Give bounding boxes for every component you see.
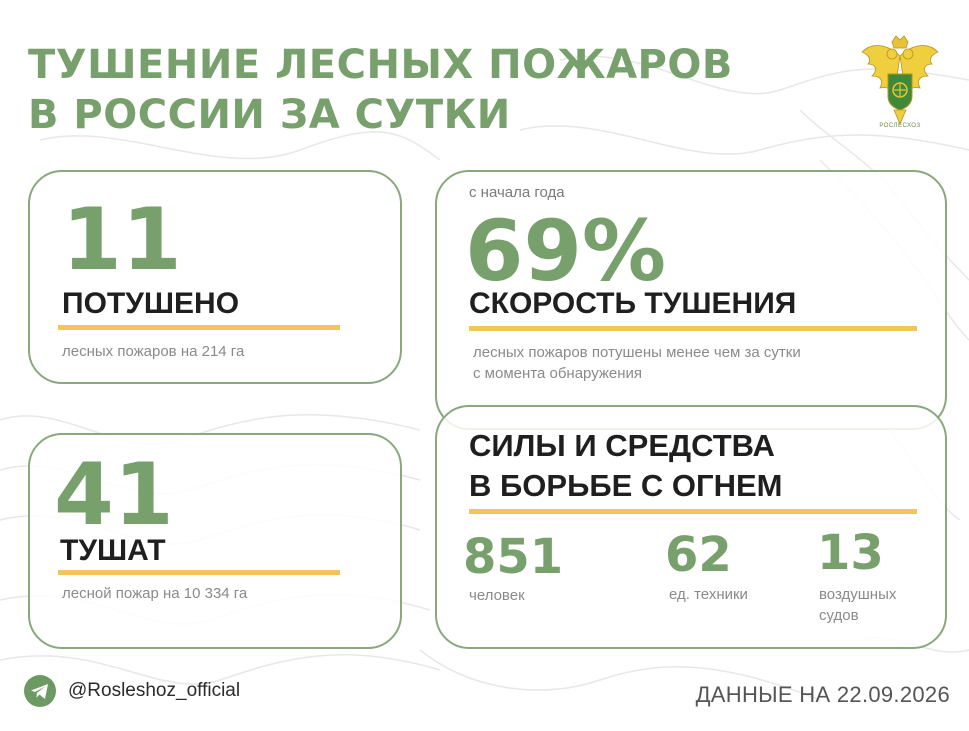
fighting-note: лесной пожар на 10 334 га bbox=[62, 585, 248, 602]
extinguished-label: ПОТУШЕНО bbox=[62, 287, 240, 320]
card-fighting: 41 ТУШАТ лесной пожар на 10 334 га bbox=[28, 433, 402, 649]
forces-people-value: 851 bbox=[463, 529, 564, 585]
speed-percent: 69% bbox=[465, 202, 667, 300]
card-extinguished: 11 ПОТУШЕНО лесных пожаров на 214 га bbox=[28, 170, 402, 384]
telegram-handle-link[interactable]: @Rosleshoz_official bbox=[68, 680, 241, 701]
extinguished-note: лесных пожаров на 214 га bbox=[62, 343, 245, 360]
card-speed: с начала года 69% СКОРОСТЬ ТУШЕНИЯ лесны… bbox=[435, 170, 947, 430]
emblem-caption: РОСЛЕСХОЗ bbox=[879, 123, 921, 129]
speed-highlight-bar bbox=[469, 326, 917, 331]
forces-aircraft-unit-line1: воздушных bbox=[819, 586, 897, 603]
russian-eagle-emblem-icon bbox=[861, 35, 939, 126]
fighting-highlight-bar bbox=[58, 570, 340, 575]
extinguished-highlight-bar bbox=[58, 325, 340, 330]
fighting-label: ТУШАТ bbox=[60, 534, 166, 567]
speed-note-line2: с момента обнаружения bbox=[473, 365, 643, 382]
forces-highlight-bar bbox=[469, 509, 917, 514]
extinguished-number: 11 bbox=[62, 190, 182, 290]
telegram-icon[interactable] bbox=[24, 675, 56, 707]
forces-title-line2: В БОРЬБЕ С ОГНЕМ bbox=[469, 468, 783, 503]
forces-vehicles-value: 62 bbox=[665, 527, 732, 583]
page-title-line1: ТУШЕНИЕ ЛЕСНЫХ ПОЖАРОВ bbox=[28, 42, 733, 88]
forces-aircraft-unit-line2: судов bbox=[819, 607, 859, 624]
card-forces: СИЛЫ И СРЕДСТВА В БОРЬБЕ С ОГНЕМ 851 чел… bbox=[435, 405, 947, 649]
data-date: ДАННЫЕ НА 22.09.2026 bbox=[695, 682, 950, 707]
page-title-line2: В РОССИИ ЗА СУТКИ bbox=[28, 92, 511, 138]
forces-aircraft-value: 13 bbox=[817, 525, 884, 581]
forces-vehicles-unit: ед. техники bbox=[669, 586, 748, 603]
speed-caption: с начала года bbox=[469, 184, 565, 201]
forces-title-line1: СИЛЫ И СРЕДСТВА bbox=[469, 428, 775, 463]
speed-note-line1: лесных пожаров потушены менее чем за сут… bbox=[473, 344, 801, 361]
speed-label: СКОРОСТЬ ТУШЕНИЯ bbox=[469, 287, 797, 320]
page-title: ТУШЕНИЕ ЛЕСНЫХ ПОЖАРОВ В РОССИИ ЗА СУТКИ bbox=[28, 40, 733, 140]
fighting-number: 41 bbox=[54, 445, 174, 545]
forces-people-unit: человек bbox=[469, 587, 525, 604]
